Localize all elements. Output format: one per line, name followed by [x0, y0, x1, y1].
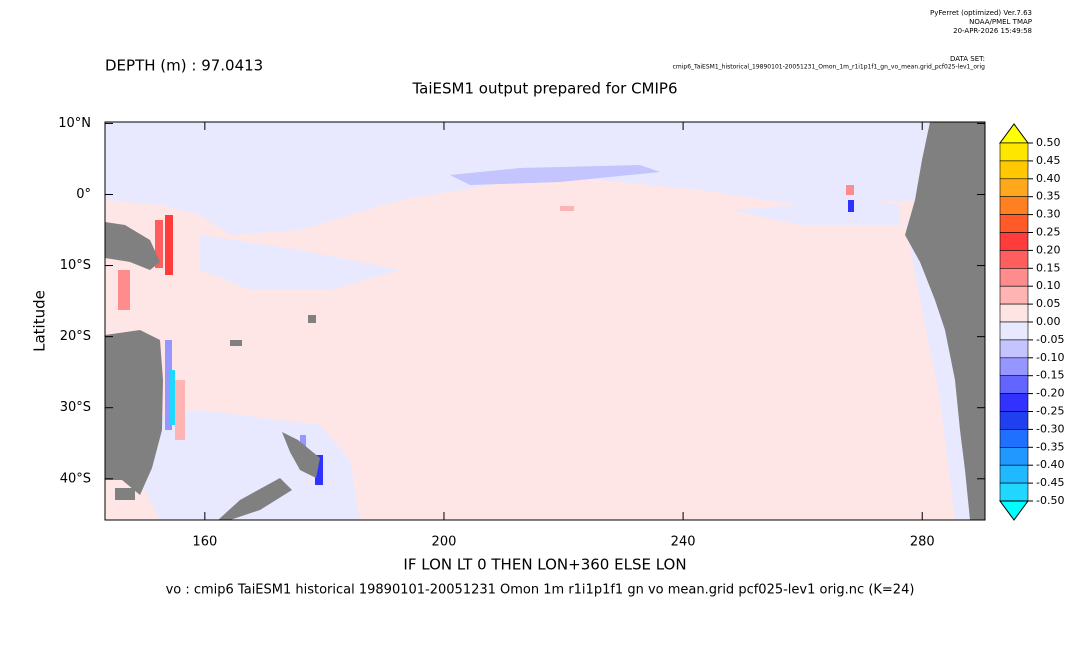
positive-strip: [118, 270, 130, 310]
colorbar-box: [999, 232, 1029, 251]
colorbar-label: 0.20: [1036, 243, 1061, 256]
colorbar-box: [999, 142, 1029, 162]
colorbar-label: -0.40: [1036, 458, 1064, 471]
negative-patch: [450, 165, 660, 185]
plot-frame: [104, 121, 986, 521]
colorbar-label: -0.10: [1036, 351, 1064, 364]
header-line: PyFerret (optimized) Ver.7.63: [930, 9, 1032, 17]
colorbar-extension: [999, 500, 1029, 521]
x-tick-label: 240: [671, 535, 696, 550]
negative-patch: [730, 200, 900, 225]
positive-strip: [846, 185, 854, 195]
x-tick-label: 160: [192, 535, 217, 550]
dataset-name: cmip6_TaiESM1_historical_19890101-200512…: [673, 64, 986, 71]
colorbar-label: 0.00: [1036, 315, 1061, 328]
land: [105, 330, 163, 495]
colorbar-label: -0.35: [1036, 440, 1064, 453]
land: [105, 222, 160, 270]
depth-label: DEPTH (m) : 97.0413: [105, 57, 263, 75]
negative-strip: [848, 200, 854, 212]
colorbar-label: -0.45: [1036, 476, 1064, 489]
land: [218, 478, 292, 520]
colorbar-box: [999, 339, 1029, 359]
land: [282, 432, 320, 478]
header-line: 20-APR-2026 15:49:58: [953, 27, 1032, 35]
colorbar-box: [999, 250, 1029, 269]
colorbar-label: -0.50: [1036, 494, 1064, 507]
colorbar-box: [999, 446, 1029, 466]
land: [115, 488, 135, 500]
positive-strip: [175, 380, 185, 440]
y-tick-label: 0°: [76, 187, 91, 202]
colorbar-box: [999, 267, 1029, 287]
positive-strip: [155, 220, 163, 268]
colorbar-box: [999, 375, 1029, 394]
x-axis-label: IF LON LT 0 THEN LON+360 ELSE LON: [403, 556, 686, 574]
colorbar-label: 0.15: [1036, 261, 1061, 274]
positive-strip: [165, 215, 173, 275]
colorbar-label: -0.30: [1036, 422, 1064, 435]
footer: vo : cmip6 TaiESM1 historical 19890101-2…: [166, 583, 915, 598]
x-tick-label: 200: [432, 535, 457, 550]
colorbar-label: 0.50: [1036, 136, 1061, 149]
colorbar-box: [999, 357, 1029, 376]
land: [308, 315, 316, 323]
y-tick-label: 10°S: [60, 258, 91, 273]
colorbar-box: [999, 160, 1029, 180]
colorbar-label: 0.05: [1036, 297, 1061, 310]
colorbar-box: [999, 482, 1029, 502]
colorbar-box: [999, 178, 1029, 198]
field: [105, 122, 985, 520]
colorbar-box: [999, 303, 1029, 323]
negative-strip: [170, 370, 175, 425]
negative-patch: [905, 220, 975, 520]
colorbar-box: [999, 464, 1029, 484]
colorbar-label: 0.10: [1036, 279, 1061, 292]
dataset-label: DATA SET:: [950, 55, 985, 63]
colorbar-box: [999, 321, 1029, 341]
y-tick-label: 10°N: [58, 116, 91, 131]
colorbar-label: 0.30: [1036, 208, 1061, 221]
colorbar-label: 0.45: [1036, 154, 1061, 167]
chart-title: TaiESM1 output prepared for CMIP6: [411, 80, 677, 98]
colorbar-box: [999, 196, 1029, 215]
negative-patch: [200, 235, 400, 290]
colorbar-label: -0.05: [1036, 333, 1064, 346]
negative-strip: [165, 340, 172, 430]
colorbar-extension: [999, 123, 1029, 144]
colorbar-label: -0.15: [1036, 369, 1064, 382]
positive-band: [105, 122, 985, 235]
colorbar-box: [999, 285, 1029, 305]
header: PyFerret (optimized) Ver.7.63 NOAA/PMEL …: [673, 9, 1032, 71]
colorbar-box: [999, 411, 1029, 430]
colorbar-label: 0.40: [1036, 172, 1061, 185]
positive-strip: [560, 206, 574, 211]
y-tick-label: 40°S: [60, 471, 91, 486]
colorbar-box: [999, 214, 1029, 233]
y-tick-label: 30°S: [60, 400, 91, 415]
colorbar-box: [999, 393, 1029, 412]
negative-strip: [315, 455, 323, 485]
colorbar-box: [999, 429, 1029, 448]
y-axis-label: Latitude: [31, 290, 49, 352]
colorbar-label: -0.20: [1036, 387, 1064, 400]
colorbar-label: 0.35: [1036, 190, 1061, 203]
x-tick-label: 280: [910, 535, 935, 550]
land: [905, 122, 985, 520]
land: [230, 340, 242, 346]
colorbar-label: 0.25: [1036, 226, 1061, 239]
y-tick-label: 20°S: [60, 329, 91, 344]
colorbar-label: -0.25: [1036, 405, 1064, 418]
header-line: NOAA/PMEL TMAP: [969, 18, 1032, 26]
negative-patch: [110, 410, 360, 520]
